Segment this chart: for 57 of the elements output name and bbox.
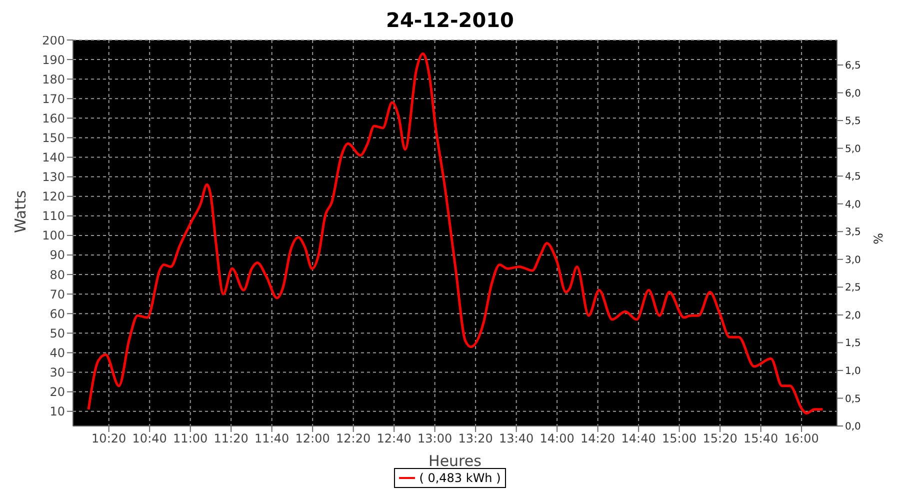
y-tick-label: 30 bbox=[50, 366, 65, 380]
x-tick-label: 14:00 bbox=[540, 432, 574, 446]
y-tick-label: 150 bbox=[42, 130, 65, 145]
x-tick-label: 13:00 bbox=[418, 432, 452, 446]
y2-tick-label: 0,5 bbox=[845, 394, 861, 405]
y-tick-label: 20 bbox=[50, 385, 65, 400]
x-tick-label: 14:20 bbox=[580, 432, 616, 446]
x-tick-label: 13:40 bbox=[499, 432, 534, 446]
y2-tick-label: 4,5 bbox=[845, 172, 861, 183]
y-tick-label: 140 bbox=[42, 150, 65, 165]
y-tick-label: 100 bbox=[42, 228, 65, 243]
x-tick-label: 16:00 bbox=[784, 432, 819, 446]
y2-tick-label: 5,5 bbox=[845, 116, 861, 128]
y2-tick-label: 2,0 bbox=[845, 310, 861, 322]
y2-tick-label: 3,5 bbox=[845, 227, 861, 238]
y2-tick-label: 5,0 bbox=[845, 144, 861, 155]
x-tick-label: 12:00 bbox=[295, 432, 330, 446]
y-tick-label: 170 bbox=[42, 92, 65, 106]
y-tick-label: 80 bbox=[50, 268, 65, 282]
legend-label: ( 0,483 kWh ) bbox=[419, 471, 501, 485]
y-axis-title: Watts bbox=[11, 190, 30, 233]
y-tick-label: 130 bbox=[42, 170, 65, 184]
x-tick-label: 15:00 bbox=[662, 432, 697, 446]
x-tick-label: 11:20 bbox=[214, 432, 248, 446]
y-tick-label: 40 bbox=[50, 346, 65, 360]
y2-tick-label: 4,0 bbox=[845, 199, 861, 210]
x-tick-label: 15:40 bbox=[744, 432, 778, 446]
x-tick-label: 14:40 bbox=[621, 432, 656, 446]
y-tick-label: 180 bbox=[42, 72, 65, 86]
y2-tick-label: 2,5 bbox=[845, 282, 861, 294]
y-tick-label: 120 bbox=[42, 190, 65, 204]
x-tick-label: 13:20 bbox=[458, 432, 493, 446]
y2-tick-label: 0,0 bbox=[845, 422, 861, 433]
y-tick-label: 10 bbox=[50, 404, 65, 419]
y-tick-label: 50 bbox=[50, 326, 65, 340]
x-tick-label: 11:40 bbox=[254, 432, 290, 446]
x-tick-label: 10:20 bbox=[92, 432, 126, 446]
x-tick-label: 11:00 bbox=[173, 432, 208, 446]
y-tick-label: 70 bbox=[50, 287, 65, 302]
y2-tick-label: 1,5 bbox=[845, 338, 861, 350]
x-tick-label: 12:20 bbox=[336, 432, 371, 446]
y-tick-label: 90 bbox=[50, 248, 65, 262]
y-tick-label: 110 bbox=[42, 209, 65, 224]
y2-axis-title: % bbox=[871, 233, 886, 244]
chart-title: 24-12-2010 bbox=[386, 8, 514, 32]
y-tick-label: 160 bbox=[42, 111, 65, 126]
line-series bbox=[87, 52, 824, 415]
y2-tick-label: 6,0 bbox=[845, 88, 861, 100]
x-tick-label: 15:20 bbox=[702, 432, 738, 446]
y2-tick-label: 3,0 bbox=[845, 254, 861, 266]
x-tick-label: 12:40 bbox=[376, 432, 412, 446]
y-tick-label: 60 bbox=[50, 306, 65, 321]
y-tick-label: 190 bbox=[42, 52, 65, 67]
y2-tick-label: 1,0 bbox=[845, 366, 861, 378]
y2-tick-label: 6,5 bbox=[845, 60, 861, 72]
x-tick-label: 10:40 bbox=[132, 432, 167, 446]
x-axis-title: Heures bbox=[428, 452, 482, 470]
